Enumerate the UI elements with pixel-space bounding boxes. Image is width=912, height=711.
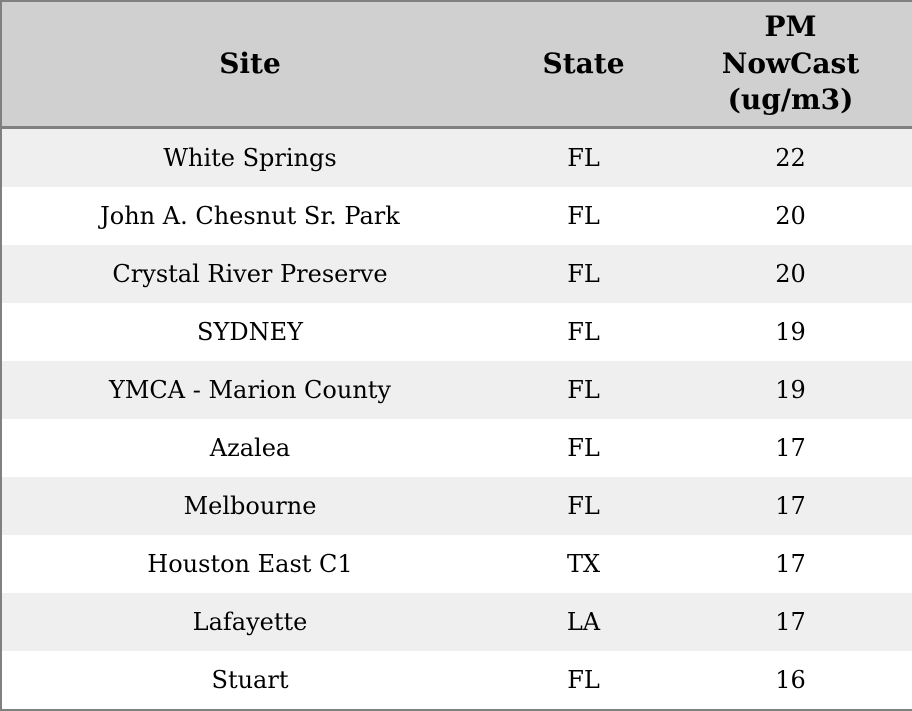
column-header-state: State	[498, 1, 669, 129]
pm-value-cell: 17	[775, 492, 806, 520]
table-row: YMCA - Marion County FL 19	[1, 361, 912, 419]
state-cell: FL	[567, 144, 600, 172]
table-row: Crystal River Preserve FL 20	[1, 245, 912, 303]
site-cell: Melbourne	[183, 492, 317, 520]
state-cell: FL	[567, 318, 600, 346]
pm-value-cell: 19	[775, 376, 806, 404]
pm-value-cell: 16	[775, 666, 806, 694]
table-row: Azalea FL 17	[1, 419, 912, 477]
state-cell: FL	[567, 202, 600, 230]
state-cell: FL	[567, 376, 600, 404]
table-row: John A. Chesnut Sr. Park FL 20	[1, 187, 912, 245]
table-row: Stuart FL 16	[1, 651, 912, 710]
site-cell: Crystal River Preserve	[112, 260, 388, 288]
table-row: Lafayette LA 17	[1, 593, 912, 651]
site-cell: Azalea	[209, 434, 291, 462]
site-cell: White Springs	[163, 144, 337, 172]
state-cell: FL	[567, 434, 600, 462]
pm-value-cell: 17	[775, 434, 806, 462]
site-cell: John A. Chesnut Sr. Park	[100, 202, 400, 230]
header-row: Site State PM NowCast (ug/m3)	[1, 1, 912, 129]
state-cell: TX	[566, 550, 601, 578]
column-header-pm-nowcast: PM NowCast (ug/m3)	[669, 1, 912, 129]
pm-value-cell: 17	[775, 550, 806, 578]
pm-value-cell: 20	[775, 260, 806, 288]
state-cell: FL	[567, 492, 600, 520]
state-cell: FL	[567, 666, 600, 694]
table-row: SYDNEY FL 19	[1, 303, 912, 361]
table-row: Melbourne FL 17	[1, 477, 912, 535]
state-cell: FL	[567, 260, 600, 288]
column-header-site: Site	[1, 1, 498, 129]
site-cell: SYDNEY	[197, 318, 303, 346]
site-cell: Lafayette	[192, 608, 308, 636]
state-cell: LA	[566, 608, 601, 636]
site-cell: Houston East C1	[147, 550, 353, 578]
pm-value-cell: 22	[775, 144, 806, 172]
table-row: Houston East C1 TX 17	[1, 535, 912, 593]
pm-value-cell: 17	[775, 608, 806, 636]
pm-value-cell: 20	[775, 202, 806, 230]
pm-value-cell: 19	[775, 318, 806, 346]
table-row: White Springs FL 22	[1, 127, 912, 187]
column-header-pm-nowcast-label: PM NowCast (ug/m3)	[721, 9, 860, 117]
site-cell: YMCA - Marion County	[109, 376, 391, 404]
site-cell: Stuart	[211, 666, 289, 694]
